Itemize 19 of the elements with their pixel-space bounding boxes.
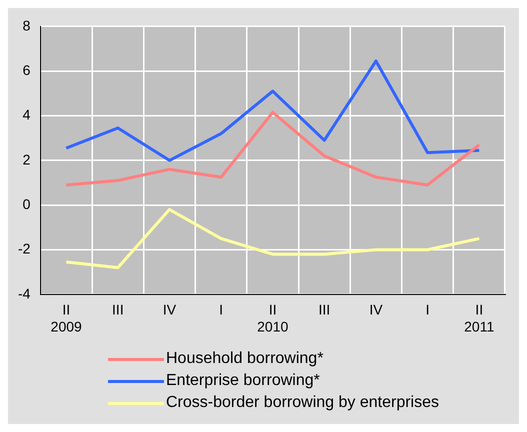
y-tick-label: 0 xyxy=(22,196,31,212)
y-tick-label: 4 xyxy=(22,106,31,123)
x-tick-label: II 2009 xyxy=(50,302,82,334)
y-tick-label: -2 xyxy=(18,240,31,257)
x-tick-label: III xyxy=(112,302,124,318)
y-tick-label: 2 xyxy=(22,151,31,168)
x-tick-label: III xyxy=(318,302,330,318)
x-tick-label: I xyxy=(426,302,430,318)
x-tick-label: II 2010 xyxy=(257,302,289,334)
legend-label: Cross-border borrowing by enterprises xyxy=(166,394,439,412)
y-tick-label: -4 xyxy=(18,285,31,302)
legend-label: Enterprise borrowing* xyxy=(166,372,320,390)
x-tick-label: I xyxy=(219,302,224,318)
x-tick-label: IV xyxy=(162,302,177,318)
y-tick-label: 8 xyxy=(22,17,31,34)
legend-label: Household borrowing* xyxy=(166,350,324,368)
x-tick-label: II 2011 xyxy=(464,302,494,334)
y-tick-label: 6 xyxy=(22,62,31,78)
x-tick-label: IV xyxy=(369,302,384,318)
